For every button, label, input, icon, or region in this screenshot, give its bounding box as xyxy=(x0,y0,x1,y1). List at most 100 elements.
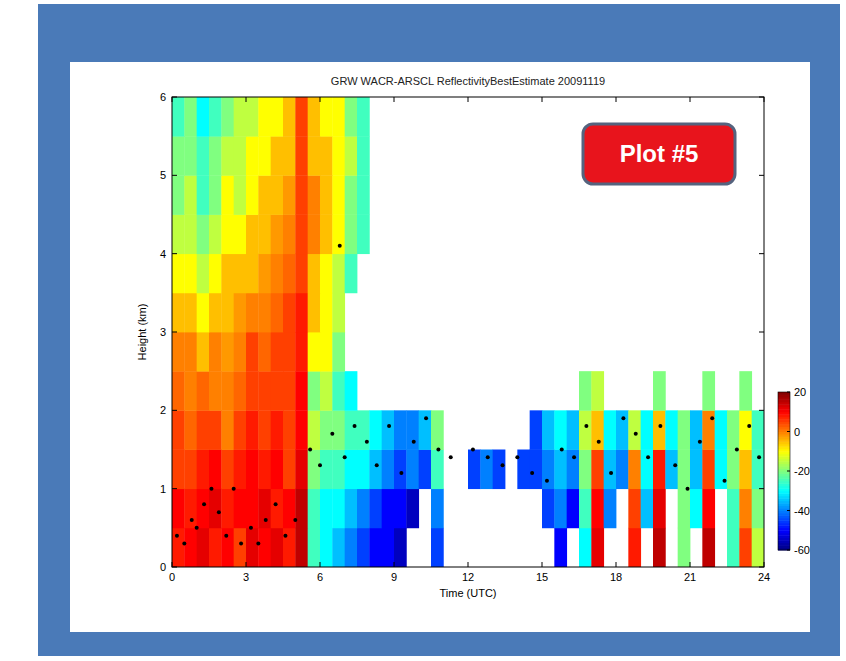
cell xyxy=(715,410,728,450)
cell xyxy=(258,136,271,176)
cell xyxy=(295,215,308,255)
cell xyxy=(221,489,234,529)
cell xyxy=(431,489,444,529)
cell xyxy=(221,293,234,333)
cloud-base-dot xyxy=(232,487,236,491)
cloud-base-dot xyxy=(609,471,613,475)
y-tick-label: 1 xyxy=(160,483,166,495)
cell xyxy=(332,332,345,372)
cell xyxy=(258,410,271,450)
y-tick-label: 4 xyxy=(160,248,166,260)
cloud-base-dot xyxy=(735,448,739,452)
cell xyxy=(604,410,617,450)
cell xyxy=(382,528,395,567)
cell xyxy=(258,175,271,215)
cell xyxy=(258,489,271,529)
cell xyxy=(283,136,296,176)
annotation: Plot #5 xyxy=(620,140,699,167)
cell xyxy=(678,528,691,567)
cell xyxy=(369,410,382,450)
cloud-base-dot xyxy=(224,534,228,538)
y-tick-label: 2 xyxy=(160,404,166,416)
y-tick xyxy=(172,253,177,254)
cell xyxy=(184,175,197,215)
cloud-base-dot xyxy=(560,448,564,452)
cell xyxy=(308,97,321,137)
cloud-base-dot xyxy=(274,502,278,506)
cell xyxy=(234,528,247,567)
cell xyxy=(554,528,567,567)
x-tick-label: 24 xyxy=(758,571,770,583)
cell xyxy=(246,215,259,255)
cloud-base-dot xyxy=(747,424,751,428)
cell xyxy=(702,528,715,567)
cell xyxy=(271,332,284,372)
cell xyxy=(308,332,321,372)
x-tick xyxy=(172,97,173,102)
cell xyxy=(727,410,740,450)
cell xyxy=(221,97,234,137)
cloud-base-dot xyxy=(175,534,179,538)
cell xyxy=(295,254,308,294)
y-tick xyxy=(759,332,764,333)
cell xyxy=(739,489,752,529)
cell xyxy=(332,410,345,450)
cell xyxy=(382,410,395,450)
colorbar-label: -40 xyxy=(794,505,810,517)
cell xyxy=(394,410,407,450)
colorbar-tick xyxy=(787,392,790,393)
cell xyxy=(357,175,370,215)
cell xyxy=(357,489,370,529)
cell xyxy=(308,175,321,215)
cell xyxy=(258,215,271,255)
cell xyxy=(197,136,210,176)
cell xyxy=(172,410,185,450)
cell xyxy=(209,254,222,294)
cell xyxy=(628,410,641,450)
x-tick xyxy=(320,97,321,102)
cloud-base-dot xyxy=(673,463,677,467)
cell xyxy=(345,254,358,294)
cell xyxy=(221,175,234,215)
cell xyxy=(246,450,259,490)
cell xyxy=(172,293,185,333)
y-tick-label: 6 xyxy=(160,91,166,103)
cell xyxy=(345,450,358,490)
cell xyxy=(641,450,654,490)
cell xyxy=(184,332,197,372)
cell xyxy=(258,371,271,411)
cloud-base-dot xyxy=(217,510,221,514)
cell xyxy=(567,410,580,450)
cell xyxy=(295,371,308,411)
cell xyxy=(320,97,333,137)
cell xyxy=(332,528,345,567)
cell xyxy=(579,489,592,529)
cell xyxy=(184,450,197,490)
cell xyxy=(357,97,370,137)
cell xyxy=(271,97,284,137)
cell xyxy=(542,410,555,450)
cell xyxy=(209,293,222,333)
cloud-base-dot xyxy=(646,455,650,459)
cell xyxy=(295,528,308,567)
x-tick xyxy=(616,562,617,567)
x-tick xyxy=(246,562,247,567)
cell xyxy=(591,489,604,529)
cell xyxy=(345,97,358,137)
x-tick-label: 9 xyxy=(391,571,397,583)
cloud-base-dot xyxy=(584,424,588,428)
cell xyxy=(752,450,764,490)
cell xyxy=(616,450,629,490)
cloud-base-dot xyxy=(308,448,312,452)
cell xyxy=(678,410,691,450)
cell xyxy=(197,332,210,372)
x-tick xyxy=(764,562,765,567)
cell xyxy=(431,450,444,490)
cell xyxy=(221,136,234,176)
cell xyxy=(320,215,333,255)
cell xyxy=(628,450,641,490)
cloud-base-dot xyxy=(353,424,357,428)
cell xyxy=(295,175,308,215)
cell xyxy=(184,528,197,567)
cell xyxy=(246,97,259,137)
